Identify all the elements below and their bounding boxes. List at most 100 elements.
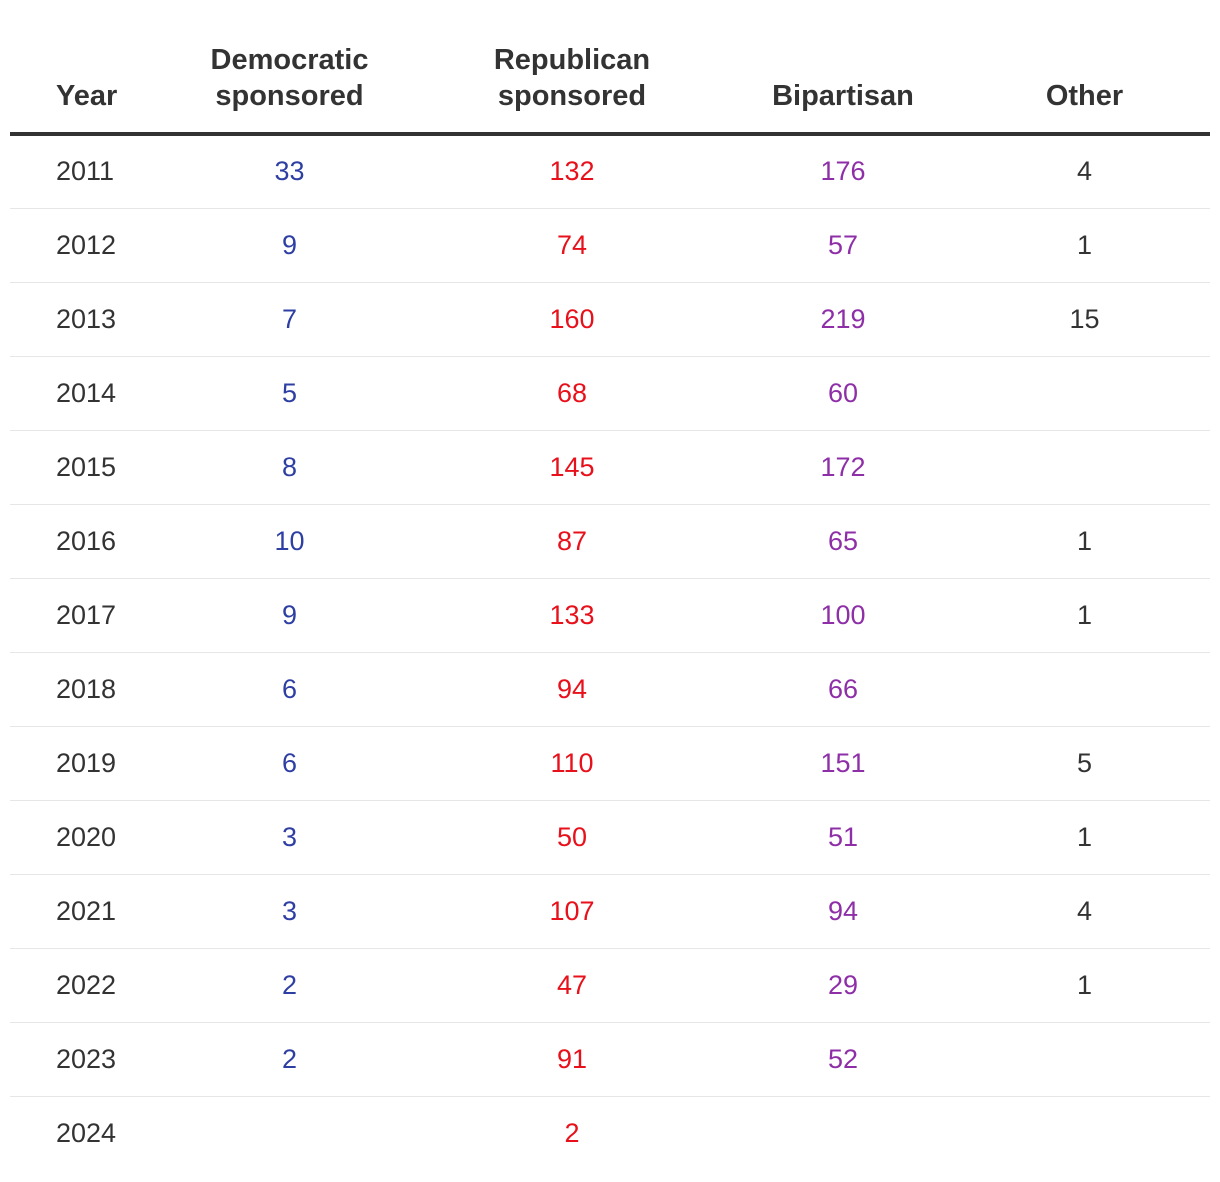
column-header-democratic-line-1: Democratic xyxy=(210,44,369,76)
cell-bipartisan: 29 xyxy=(727,948,959,1023)
column-header-other-label: Other xyxy=(1045,80,1124,112)
cell-other: 1 xyxy=(959,504,1210,579)
cell-republican: 2 xyxy=(564,1117,580,1148)
cell-other: 15 xyxy=(959,282,1210,357)
cell-year: 2012 xyxy=(10,208,162,283)
cell-bipartisan: 94 xyxy=(727,874,959,949)
table-row: 2016 10 87 65 1 xyxy=(10,504,1210,579)
cell-democratic: 3 xyxy=(162,800,417,875)
table-row: 2014 5 68 60 xyxy=(10,356,1210,431)
cell-republican: 94 xyxy=(417,652,727,727)
cell-bipartisan: 151 xyxy=(727,726,959,801)
cell-bipartisan: 219 xyxy=(727,282,959,357)
cell-republican: 74 xyxy=(417,208,727,283)
table-row: 2013 7 160 219 15 xyxy=(10,282,1210,357)
cell-bipartisan: 66 xyxy=(727,652,959,727)
table-header: Year Democratic sponsored Republican spo… xyxy=(10,0,1210,136)
column-header-democratic: Democratic sponsored xyxy=(162,0,417,136)
cell-bipartisan: 65 xyxy=(727,504,959,579)
cell-bipartisan: 176 xyxy=(727,134,959,209)
cell-republican: 87 xyxy=(417,504,727,579)
cell-democratic: 6 xyxy=(162,726,417,801)
cell-year: 2021 xyxy=(10,874,162,949)
cell-year: 2015 xyxy=(10,430,162,505)
cell-democratic: 9 xyxy=(162,578,417,653)
table-row: 2012 9 74 57 1 xyxy=(10,208,1210,283)
table-row: 2019 6 110 151 5 xyxy=(10,726,1210,801)
table-row: 2018 6 94 66 xyxy=(10,652,1210,727)
cell-year: 2018 xyxy=(10,652,162,727)
cell-other: 5 xyxy=(959,726,1210,801)
table-row: 2021 3 107 94 4 xyxy=(10,874,1210,949)
cell-republican: 133 xyxy=(417,578,727,653)
cell-republican: 91 xyxy=(417,1022,727,1097)
column-header-republican: Republican sponsored xyxy=(417,0,727,136)
cell-year: 2011 xyxy=(10,134,162,209)
cell-democratic: 2 xyxy=(162,1022,417,1097)
cell-other: 1 xyxy=(959,208,1210,283)
cell-other: 1 xyxy=(959,578,1210,653)
cell-bipartisan xyxy=(727,1096,959,1170)
cell-democratic: 2 xyxy=(162,948,417,1023)
cell-democratic xyxy=(162,1096,417,1170)
cell-democratic: 9 xyxy=(162,208,417,283)
cell-bipartisan: 60 xyxy=(727,356,959,431)
cell-republican: 110 xyxy=(417,726,727,801)
cell-republican: 47 xyxy=(417,948,727,1023)
table-row: 2020 3 50 51 1 xyxy=(10,800,1210,875)
column-header-republican-line-2: sponsored xyxy=(497,80,647,112)
table-row: 2023 2 91 52 xyxy=(10,1022,1210,1097)
sponsorship-table-container: Year Democratic sponsored Republican spo… xyxy=(10,0,1210,1170)
table-row: 2017 9 133 100 1 xyxy=(10,578,1210,653)
cell-democratic: 10 xyxy=(162,504,417,579)
cell-republican: 107 xyxy=(417,874,727,949)
cell-other: 1 xyxy=(959,948,1210,1023)
cell-other: 4 xyxy=(959,134,1210,209)
table-row: 2015 8 145 172 xyxy=(10,430,1210,505)
cell-year: 2017 xyxy=(10,578,162,653)
cell-democratic: 6 xyxy=(162,652,417,727)
cell-republican: 50 xyxy=(417,800,727,875)
cell-other xyxy=(959,356,1210,431)
table-row: 2024 2 xyxy=(10,1096,1210,1170)
cell-republican: 132 xyxy=(417,134,727,209)
cell-bipartisan: 52 xyxy=(727,1022,959,1097)
cell-year: 2022 xyxy=(10,948,162,1023)
cell-year: 2020 xyxy=(10,800,162,875)
table-body: 2011 33 132 176 4 2012 9 74 57 1 2013 7 160 219 15 2014… xyxy=(10,134,1210,1170)
table-row: 2022 2 47 29 1 xyxy=(10,948,1210,1023)
sponsorship-table: Year Democratic sponsored Republican spo… xyxy=(10,0,1210,1170)
column-header-democratic-line-2: sponsored xyxy=(215,80,364,112)
column-header-year: Year xyxy=(10,0,162,136)
cell-republican: 145 xyxy=(417,430,727,505)
cell-year: 2016 xyxy=(10,504,162,579)
table-row: 2011 33 132 176 4 xyxy=(10,134,1210,209)
cell-other: 4 xyxy=(959,874,1210,949)
cell-democratic: 3 xyxy=(162,874,417,949)
column-header-republican-line-1: Republican xyxy=(493,44,651,76)
cell-bipartisan: 172 xyxy=(727,430,959,505)
column-header-other: Other xyxy=(959,0,1210,136)
cell-other xyxy=(959,652,1210,727)
cell-year: 2013 xyxy=(10,282,162,357)
cell-other: 1 xyxy=(959,800,1210,875)
header-row: Year Democratic sponsored Republican spo… xyxy=(10,0,1210,136)
cell-other xyxy=(959,1022,1210,1097)
cell-republican: 68 xyxy=(417,356,727,431)
column-header-bipartisan: Bipartisan xyxy=(727,0,959,136)
cell-bipartisan: 57 xyxy=(727,208,959,283)
cell-democratic: 7 xyxy=(162,282,417,357)
cell-democratic: 5 xyxy=(162,356,417,431)
column-header-year-label: Year xyxy=(56,80,118,112)
cell-democratic: 8 xyxy=(162,430,417,505)
cell-year: 2023 xyxy=(10,1022,162,1097)
cell-bipartisan: 51 xyxy=(727,800,959,875)
cell-year: 2019 xyxy=(10,726,162,801)
cell-year: 2024 xyxy=(56,1117,117,1148)
column-header-bipartisan-label: Bipartisan xyxy=(772,80,914,112)
cell-other xyxy=(959,430,1210,505)
cell-democratic: 33 xyxy=(162,134,417,209)
cell-bipartisan: 100 xyxy=(727,578,959,653)
cell-republican: 160 xyxy=(417,282,727,357)
cell-other xyxy=(959,1096,1210,1170)
